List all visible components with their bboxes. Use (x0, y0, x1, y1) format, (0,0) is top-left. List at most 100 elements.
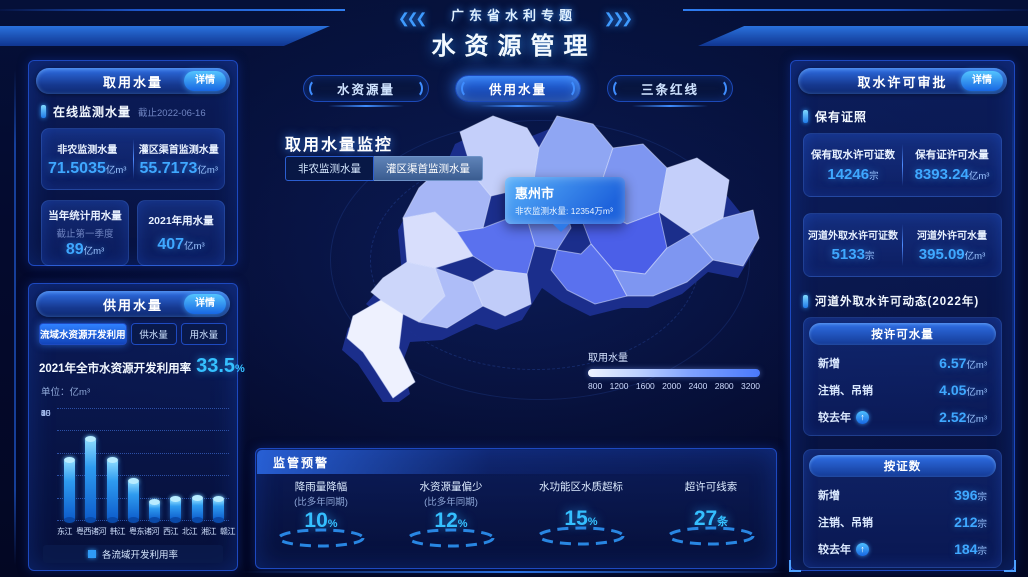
alerts-header: 监管预警 (257, 450, 775, 474)
chart-legend: 各流域开发利用率 (43, 545, 223, 563)
corner-bracket (789, 560, 801, 572)
section-marker-icon (41, 105, 46, 118)
legend-gradient-bar (588, 369, 760, 377)
tab-use-volume[interactable]: 用水量 (180, 323, 228, 345)
tab-basin-utilization[interactable]: 流域水资源开发利用 (39, 323, 127, 345)
pedestal-ring-icon (667, 526, 755, 546)
corner-bracket (1004, 560, 1016, 572)
pedestal-ring-icon (537, 526, 625, 546)
bar-beijiang[interactable] (170, 496, 182, 523)
row-vs-last-year: 较去年 ↑ 184宗 (818, 541, 987, 557)
tab-three-redlines[interactable]: 三条红线 (607, 75, 733, 107)
section-online-monitoring: 在线监测水量 截止2022-06-16 (41, 103, 225, 120)
stat-irrigation-head: 灌区渠首监测水量 55.7173亿m³ (138, 144, 219, 177)
bar-x-labels: 东江 粤西诸河 韩江 粤东诸河 西江 北江 湘江 赣江 (57, 527, 236, 536)
out-river-license-card: 河道外取水许可证数 5133宗 河道外许可水量 395.09亿m³ (803, 213, 1002, 277)
panel-header: 取用水量 详情 (36, 68, 230, 94)
tab-label: 供用水量 (488, 83, 547, 97)
legend-label: 取用水量 (588, 353, 628, 364)
stat-license-volume: 保有证许可水量 8393.24亿m³ (914, 149, 990, 183)
stat-current-year: 当年统计用水量 截止第一季度 89亿m³ (41, 200, 129, 266)
tooltip-metric: 非农监测水量: 12354万m³ (515, 206, 613, 216)
bar-xijiang[interactable] (149, 499, 161, 523)
group-header: 按许可水量 (809, 323, 996, 345)
legend-swatch-icon (87, 550, 96, 558)
divider (902, 224, 903, 266)
alerts-body: 降雨量降幅 (比多年同期) 10% 水资源量偏少 (比多年同期) 12% 水功能… (256, 475, 776, 549)
map-tooltip: 惠州市 非农监测水量: 12354万m³ (505, 177, 625, 232)
bar-ganjiang[interactable] (212, 496, 224, 523)
row-new: 新增 6.57亿m³ (818, 355, 987, 371)
map-region-shanwei (612, 233, 714, 297)
panel-supply-use: 供用水量 详情 流域水资源开发利用 供水量 用水量 2021年全市水资源开发利用… (28, 283, 245, 571)
stat-non-agri: 非农监测水量 71.5035亿m³ (48, 144, 127, 177)
page-title: 水资源管理 (431, 33, 597, 60)
divider (132, 139, 134, 179)
utilization-summary: 2021年全市水资源开发利用率 33.5 % (39, 355, 245, 377)
bottom-edge-line (240, 571, 788, 573)
bar-dongjiang[interactable] (64, 457, 76, 523)
pedestal-ring-icon (407, 528, 495, 548)
bar-yuexi-rivers[interactable] (85, 436, 97, 523)
divider (902, 144, 903, 186)
map-section-title: 取用水量监控 (285, 137, 394, 154)
tab-water-resources[interactable]: 水资源量 (303, 75, 429, 107)
row-cancelled: 注销、吊销 212宗 (818, 514, 987, 530)
group-by-count: 按证数 新增 396宗 注销、吊销 212宗 较去年 ↑ 184宗 (803, 449, 1002, 568)
arrow-up-icon: ↑ (856, 542, 869, 556)
guangdong-map[interactable] (295, 100, 775, 402)
tab-supply-use[interactable]: 供用水量 (455, 75, 581, 107)
alert-water-quality: 水功能区水质超标 15% (516, 475, 646, 549)
stat-2021: 2021年用水量 407亿m³ (137, 200, 225, 266)
detail-button[interactable]: 详情 (184, 71, 226, 91)
panel-title: 供用水量 (102, 297, 163, 313)
toggle-irrigation-head[interactable]: 灌区渠首监测水量 (374, 156, 483, 181)
alert-rainfall: 降雨量降幅 (比多年同期) 10% (256, 475, 386, 549)
alert-over-permit: 超许可线索 27条 (646, 475, 776, 549)
section-permit-dynamics: 河道外取水许可动态(2022年) (803, 293, 1002, 309)
section-held-licenses: 保有证照 (803, 108, 1002, 125)
panel-permit-approval: 取水许可审批 详情 保有证照 保有取水许可证数 14246宗 保有证许可水量 8… (789, 60, 1016, 572)
tab-label: 水资源量 (336, 83, 395, 97)
year-stats-row: 当年统计用水量 截止第一季度 89亿m³ 2021年用水量 407亿m³ (41, 200, 225, 266)
row-new: 新增 396宗 (818, 487, 987, 503)
online-stats-card: 非农监测水量 71.5035亿m³ 灌区渠首监测水量 55.7173亿m³ (41, 128, 225, 190)
tooltip-city: 惠州市 (515, 186, 555, 201)
stat-outriver-count: 河道外取水许可证数 5133宗 (808, 231, 898, 263)
tab-label: 三条红线 (640, 83, 699, 97)
map-metric-toggle: 非农监测水量 灌区渠首监测水量 (285, 156, 483, 181)
stat-license-count: 保有取水许可证数 14246宗 (811, 149, 895, 183)
map-region-jiangmen (472, 269, 532, 317)
alerts-title: 监管预警 (273, 455, 330, 470)
basin-bar-chart: 55 50 45 30 15 0 (41, 408, 229, 524)
legend-ticks: 800 1200 1600 2000 2400 2800 3200 (588, 381, 760, 391)
panel-supervision-alerts: 监管预警 降雨量降幅 (比多年同期) 10% 水资源量偏少 (比多年同期) 12… (255, 448, 777, 569)
row-cancelled: 注销、吊销 4.05亿m³ (818, 382, 987, 398)
row-vs-last-year: 较去年 ↑ 2.52亿m³ (818, 409, 987, 425)
detail-button[interactable]: 详情 (184, 294, 226, 314)
bar-xiangjiang[interactable] (191, 494, 203, 524)
stat-outriver-volume: 河道外许可水量 395.09亿m³ (917, 231, 987, 263)
group-by-volume: 按许可水量 新增 6.57亿m³ 注销、吊销 4.05亿m³ 较去年 ↑ 2.52… (803, 317, 1002, 436)
bars (59, 408, 229, 524)
page-title-block: 广东省水利专题 水资源管理 (344, 5, 684, 61)
chevrons-left-icon: ❮❮❮ (398, 10, 427, 26)
held-license-card: 保有取水许可证数 14246宗 保有证许可水量 8393.24亿m³ (803, 133, 1002, 197)
panel-title: 取水许可审批 (857, 74, 948, 90)
bar-yuedong-rivers[interactable] (127, 478, 139, 523)
toggle-non-agri[interactable]: 非农监测水量 (285, 156, 374, 181)
tab-supply-volume[interactable]: 供水量 (130, 323, 177, 345)
panel-header: 供用水量 详情 (36, 291, 230, 317)
map-region-zhanjiang (346, 299, 416, 399)
map-color-legend: 取用水量 800 1200 1600 2000 2400 2800 3200 (588, 349, 760, 391)
arrow-up-icon: ↑ (856, 410, 869, 424)
supply-tabs: 流域水资源开发利用 供水量 用水量 (39, 323, 228, 345)
bar-hanjiang[interactable] (106, 457, 118, 523)
panel-header: 取水许可审批 详情 (798, 68, 1007, 94)
alert-water-shortage: 水资源量偏少 (比多年同期) 12% (386, 475, 516, 549)
group-header: 按证数 (809, 455, 996, 477)
section-marker-icon (803, 294, 808, 308)
center-nav-tabs: 水资源量 供用水量 三条红线 (303, 75, 733, 107)
panel-water-intake: 取用水量 详情 在线监测水量 截止2022-06-16 非农监测水量 71.50… (28, 60, 238, 266)
detail-button[interactable]: 详情 (961, 71, 1003, 91)
